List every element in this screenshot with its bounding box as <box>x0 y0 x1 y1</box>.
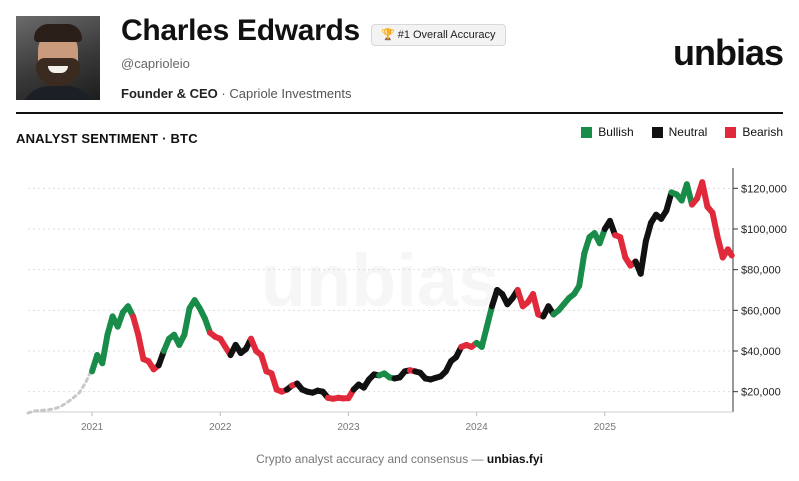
chart-legend: Bullish Neutral Bearish <box>581 125 783 139</box>
price-segment-bullish <box>181 305 193 338</box>
chart-title: ANALYST SENTIMENT · BTC <box>16 131 198 146</box>
price-segment-neutral <box>663 189 675 214</box>
price-segment-bearish <box>530 291 542 318</box>
y-tick-label: $60,000 <box>741 305 781 317</box>
legend-neutral: Neutral <box>651 125 708 139</box>
x-tick-label: 2024 <box>466 422 489 433</box>
brand-logo[interactable]: unbias <box>672 32 784 73</box>
legend-neutral-label: Neutral <box>668 125 708 139</box>
price-segment-bearish <box>699 179 711 210</box>
y-tick-label: $20,000 <box>741 387 781 399</box>
footer-text: Crypto analyst accuracy and consensus — <box>256 452 484 466</box>
legend-bullish-swatch <box>581 126 593 138</box>
x-tick-label: 2023 <box>337 422 360 433</box>
pre-coverage-line <box>26 369 93 415</box>
legend-neutral-swatch <box>651 126 663 138</box>
pre-coverage-path <box>26 369 93 415</box>
footer-link[interactable]: unbias.fyi <box>486 452 543 466</box>
watermark: unbias <box>261 239 499 322</box>
price-line <box>89 179 735 402</box>
legend-bearish-swatch <box>725 126 737 138</box>
analyst-handle[interactable]: @caprioleio <box>121 56 190 71</box>
price-segment-neutral <box>642 219 654 245</box>
legend-bullish: Bullish <box>581 125 634 139</box>
x-tick-label: 2021 <box>81 422 104 433</box>
price-segment-bearish <box>617 234 629 261</box>
avatar <box>16 16 100 100</box>
analyst-header: Charles Edwards 🏆 #1 Overall Accuracy @ca… <box>0 0 799 112</box>
legend-bullish-label: Bullish <box>598 125 634 139</box>
y-tick-label: $40,000 <box>741 346 781 358</box>
price-segment-bullish <box>99 331 111 367</box>
y-tick-label: $100,000 <box>741 224 787 236</box>
legend-bearish-label: Bearish <box>742 125 783 139</box>
x-tick-label: 2022 <box>209 422 232 433</box>
legend-bearish: Bearish <box>725 125 783 139</box>
price-segment-bearish <box>709 209 721 241</box>
trophy-icon: 🏆 <box>381 29 395 41</box>
role-separator: · <box>221 86 226 101</box>
rank-badge: 🏆 #1 Overall Accuracy <box>371 24 506 46</box>
price-segment-bullish <box>483 303 496 330</box>
analyst-role: Founder & CEO · Capriole Investments <box>121 86 352 101</box>
price-segment-bullish <box>478 323 490 350</box>
price-segment-bearish <box>130 313 142 338</box>
price-segment-bullish <box>576 250 588 289</box>
rank-badge-label: #1 Overall Accuracy <box>397 29 496 41</box>
axes: $20,000 $40,000 $60,000 $80,000 $100,000 $120… <box>28 168 787 433</box>
x-tick-label: 2025 <box>594 422 617 433</box>
price-segment-neutral <box>637 238 649 277</box>
footer: Crypto analyst accuracy and consensus — … <box>0 452 799 466</box>
price-segment-bearish <box>724 246 735 259</box>
header-divider <box>16 112 783 114</box>
price-segment-bearish <box>135 331 147 363</box>
company-name: Capriole Investments <box>229 86 352 101</box>
y-tick-label: $80,000 <box>741 265 781 277</box>
role-title: Founder & CEO <box>121 86 218 101</box>
y-tick-label: $120,000 <box>741 183 787 195</box>
analyst-name: Charles Edwards <box>121 14 360 47</box>
